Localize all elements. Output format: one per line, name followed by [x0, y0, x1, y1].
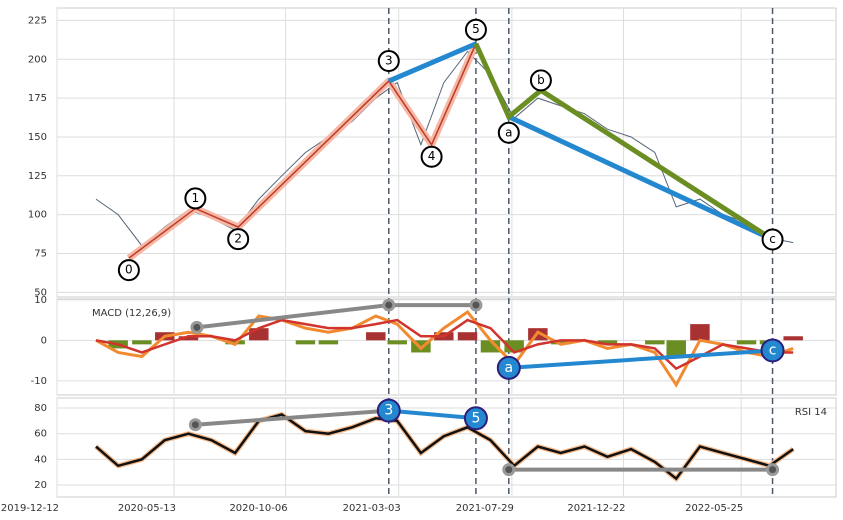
divergence-label: a [505, 360, 514, 376]
wave-point [497, 121, 520, 144]
divergence-point [382, 298, 396, 312]
y-tick-label: 175 [28, 93, 47, 104]
y-tick-label: 80 [34, 403, 47, 414]
histogram-bar [690, 324, 710, 341]
divergence-label: 5 [471, 410, 480, 426]
wave-label: 3 [385, 54, 393, 68]
divergence-point [190, 320, 204, 334]
histogram-bar [645, 340, 665, 345]
wave-label: 1 [192, 191, 200, 205]
divergence-line [195, 408, 389, 427]
wave-point [464, 18, 487, 41]
x-tick-label: 2020-05-13 [118, 503, 176, 514]
x-tick-label: 2021-03-03 [343, 503, 401, 514]
divergence-line [388, 408, 477, 421]
x-tick-label: 2022-05-25 [685, 503, 743, 514]
wave-label: 4 [428, 149, 436, 163]
wave-label: a [505, 125, 512, 139]
correction-wave [473, 42, 774, 242]
y-tick-label: 150 [28, 132, 47, 143]
trend-line [387, 41, 477, 84]
divergence-point [376, 398, 401, 423]
wave-point [529, 69, 552, 92]
y-tick-label: 225 [28, 15, 47, 26]
impulse-wave [128, 43, 477, 259]
histogram-bar [132, 340, 152, 345]
histogram-bar [597, 340, 618, 345]
wave-point [117, 259, 140, 282]
histogram-bar [736, 340, 757, 345]
y-tick-label: 200 [28, 54, 47, 65]
wave-point [184, 187, 207, 210]
panel-label: MACD (12,26,9) [92, 308, 171, 319]
rsi-line [95, 413, 794, 481]
divergence-point [469, 298, 483, 312]
histogram-bar [178, 336, 199, 341]
wave-label: b [537, 73, 545, 87]
divergence-point [496, 355, 521, 380]
wave-label: 0 [125, 263, 133, 277]
y-tick-label: 0 [41, 335, 47, 346]
y-tick-label: 10 [34, 295, 47, 306]
wave-label: 5 [472, 22, 480, 36]
histogram-bar [318, 340, 339, 345]
histogram-bar [366, 332, 386, 341]
histogram-bar [783, 336, 803, 341]
wave-point [420, 145, 443, 168]
y-tick-label: 75 [34, 248, 47, 259]
histogram-bar [457, 332, 478, 341]
y-tick-label: 100 [28, 210, 47, 221]
divergence-label: c [769, 342, 777, 358]
trend-line [507, 114, 774, 242]
wave-label: c [769, 232, 776, 246]
y-tick-label: 40 [34, 454, 47, 465]
y-tick-label: 50 [34, 287, 47, 298]
wave-point [227, 228, 250, 251]
histogram-bar [295, 340, 316, 345]
y-tick-label: 20 [34, 480, 47, 491]
panel-label: RSI 14 [795, 407, 827, 418]
divergence-label: 3 [384, 403, 393, 419]
wave-point [377, 50, 400, 73]
y-tick-label: 125 [28, 171, 47, 182]
divergence-point [760, 338, 785, 363]
histogram-bar [249, 328, 269, 341]
x-tick-label: 2021-12-22 [567, 503, 625, 514]
y-tick-label: 60 [34, 429, 47, 440]
x-tick-label: 2019-12-12 [1, 503, 59, 514]
divergence-point [188, 418, 202, 432]
divergence-line [508, 348, 773, 370]
histogram-bar [387, 340, 407, 345]
histogram-bar [504, 340, 524, 353]
histogram-bar [666, 340, 686, 357]
y-tick-label: -10 [31, 376, 47, 387]
x-tick-label: 2021-07-29 [456, 503, 514, 514]
histogram-bar [551, 340, 571, 345]
x-tick-label: 2020-10-06 [229, 503, 287, 514]
signal-line [95, 318, 794, 371]
wave-label: 2 [234, 232, 242, 246]
divergence-point [766, 463, 780, 477]
wave-point [761, 228, 784, 251]
divergence-point [502, 463, 516, 477]
divergence-point [463, 406, 488, 431]
